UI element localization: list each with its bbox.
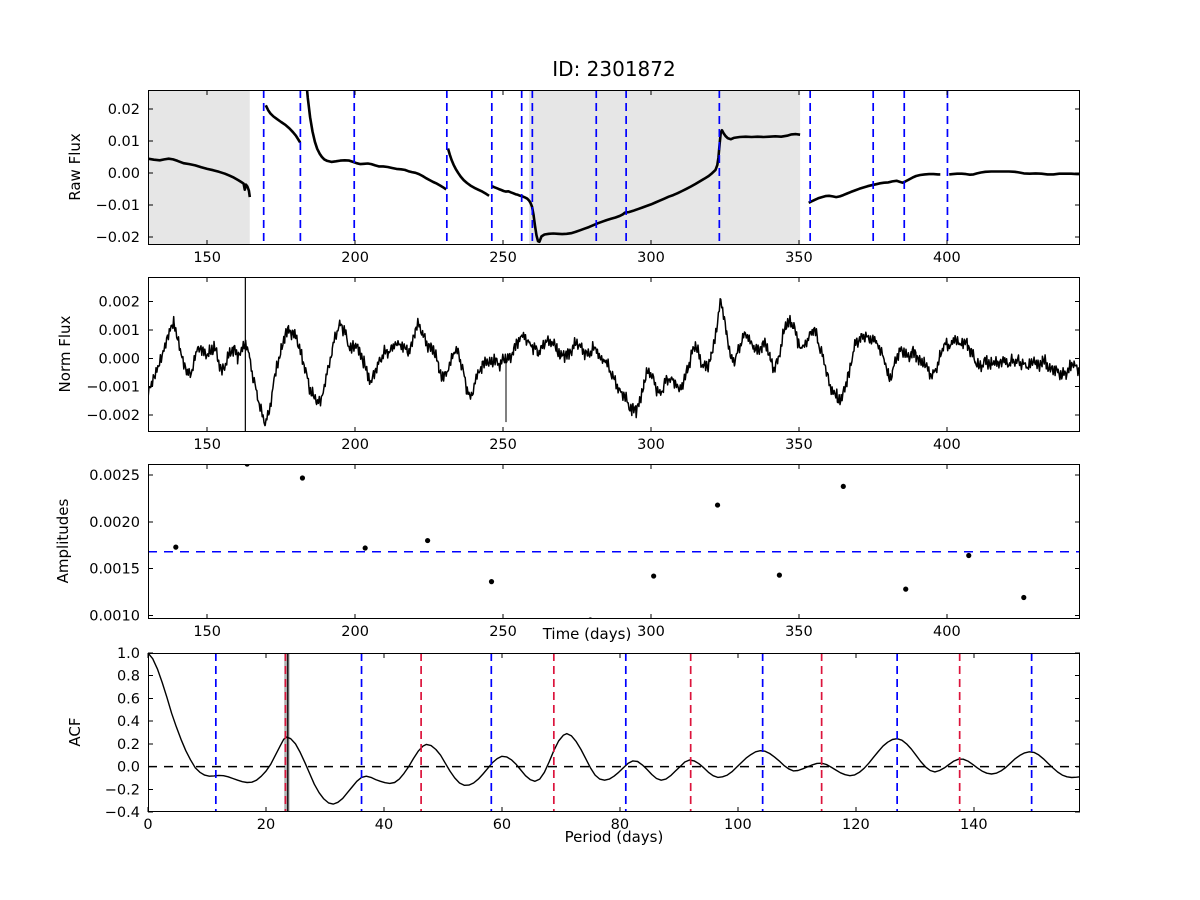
x-tick-label: 150: [193, 250, 221, 266]
x-tick-label: 300: [637, 437, 665, 453]
amplitude-data-point: [903, 586, 909, 592]
y-tick-label: 0.0020: [89, 515, 140, 531]
y-tick-label: 0.0010: [89, 608, 140, 624]
amplitude-data-point: [362, 545, 368, 551]
plot-area: [148, 277, 1080, 432]
amplitude-data-point: [840, 483, 846, 490]
amplitudes-ylabel: Amplitudes: [54, 498, 72, 584]
x-tick-label: 350: [785, 437, 813, 453]
axes-frame-and-ticks: [148, 90, 1080, 245]
y-tick-label: 0.2: [117, 737, 140, 753]
y-tick-label: 0.8: [117, 669, 140, 685]
y-tick-label: 0.6: [117, 691, 140, 707]
y-tick-label: 0.001: [98, 323, 140, 339]
y-tick-label: −0.001: [86, 380, 140, 396]
raw_flux-series-line: [446, 148, 490, 197]
axes-frame-and-ticks: [147, 652, 1080, 813]
norm-flux-ylabel: Norm Flux: [56, 315, 74, 393]
plot-area: [148, 464, 1080, 619]
y-tick-label: 0.0015: [89, 562, 140, 578]
y-tick-label: −0.002: [86, 408, 140, 424]
time-axis-label: Time (days): [542, 625, 632, 643]
acf-series-line: [148, 653, 1080, 805]
x-tick-label: 300: [637, 250, 665, 266]
data-gap-shaded-region: [529, 90, 801, 245]
y-tick-label: 0.02: [108, 102, 140, 118]
raw_flux-series-line: [305, 90, 447, 191]
raw_flux-series-line: [808, 172, 941, 204]
y-tick-label: 0.0025: [89, 468, 140, 484]
x-tick-label: 200: [341, 624, 369, 640]
x-tick-label: 120: [842, 817, 870, 833]
acf-canvas: 0 20 40 60 80 100 120 140 1.0 0.8 0.6 0.4 0.2 0.0 −0.2…: [105, 646, 1080, 833]
y-tick-label: 0.0: [117, 760, 140, 776]
x-tick-label: 140: [960, 817, 988, 833]
x-tick-label: 20: [257, 817, 275, 833]
tick-labels: 150 200 250 300 350 400 0.02 0.01 0.00 −0.01 −0.02: [96, 102, 961, 266]
amplitude-data-point: [1021, 594, 1027, 601]
amplitude-data-point: [714, 502, 721, 508]
x-tick-label: 400: [933, 250, 961, 266]
y-tick-label: 0.01: [108, 134, 140, 150]
period-axis-label: Period (days): [564, 828, 664, 846]
y-tick-label: 0.4: [117, 714, 140, 730]
amplitude-data-point: [173, 544, 179, 550]
x-tick-label: 150: [193, 437, 221, 453]
y-tick-label: −0.02: [96, 230, 140, 246]
x-tick-label: 250: [489, 624, 517, 640]
x-tick-label: 400: [933, 437, 961, 453]
y-tick-label: 0.00: [108, 166, 140, 182]
x-tick-label: 350: [785, 250, 813, 266]
raw_flux-series-line: [491, 129, 801, 244]
norm_flux-series-line: [148, 297, 1080, 427]
x-tick-label: 350: [785, 624, 813, 640]
tick-labels: 150 200 250 300 350 400 0.0025 0.0020 0.0015 0.00…: [89, 468, 960, 640]
x-tick-label: 100: [724, 817, 752, 833]
raw_flux-series-line: [949, 170, 1080, 176]
axes-frame-and-ticks: [148, 277, 1080, 432]
y-tick-label: −0.01: [96, 198, 140, 214]
norm-flux-canvas: 150 200 250 300 350 400 0.002 0.001 0.000 −0.001 −…: [86, 277, 1080, 453]
raw_flux-series-line: [264, 104, 302, 144]
y-tick-label: 0.002: [98, 295, 140, 311]
amplitude-data-point: [966, 552, 972, 559]
x-tick-label: 250: [489, 250, 517, 266]
amplitude-data-point: [776, 572, 782, 578]
period-marker-band: [284, 653, 290, 812]
axes-frame-and-ticks: [148, 464, 1080, 619]
acf-ylabel: ACF: [66, 717, 84, 747]
x-tick-label: 60: [493, 817, 511, 833]
raw_flux-series-line: [148, 157, 252, 198]
raw-flux-canvas: 150 200 250 300 350 400 0.02 0.01 0.00 −0.01 −0.02: [96, 90, 1080, 266]
plot-area: [148, 90, 1080, 245]
x-tick-label: 400: [933, 624, 961, 640]
y-tick-label: 0.000: [98, 351, 140, 367]
y-tick-label: −0.2: [105, 782, 140, 798]
raw-flux-ylabel: Raw Flux: [66, 133, 84, 201]
figure-title: ID: 2301872: [552, 57, 676, 81]
tick-labels: 150 200 250 300 350 400 0.002 0.001 0.000 −0.001 −…: [86, 295, 960, 453]
plot-area: [148, 653, 1080, 812]
x-tick-label: 150: [193, 624, 221, 640]
x-tick-label: 80: [611, 817, 629, 833]
x-tick-label: 40: [375, 817, 393, 833]
y-tick-label: −0.4: [105, 805, 140, 821]
tick-labels: 0 20 40 60 80 100 120 140 1.0 0.8 0.6 0.4 0.2 0.0 −0.2…: [105, 646, 988, 833]
y-tick-label: 1.0: [117, 646, 140, 662]
x-tick-label: 250: [489, 437, 517, 453]
x-tick-label: 200: [341, 250, 369, 266]
x-tick-label: 0: [143, 817, 152, 833]
amplitude-data-point: [488, 579, 495, 585]
amplitude-data-point: [299, 475, 306, 481]
amplitudes-canvas: 150 200 250 300 350 400 0.0025 0.0020 0.0015 0.00…: [89, 464, 1080, 640]
amplitude-data-point: [651, 573, 657, 579]
x-tick-label: 300: [637, 624, 665, 640]
x-tick-label: 200: [341, 437, 369, 453]
amplitude-data-point: [425, 537, 431, 544]
